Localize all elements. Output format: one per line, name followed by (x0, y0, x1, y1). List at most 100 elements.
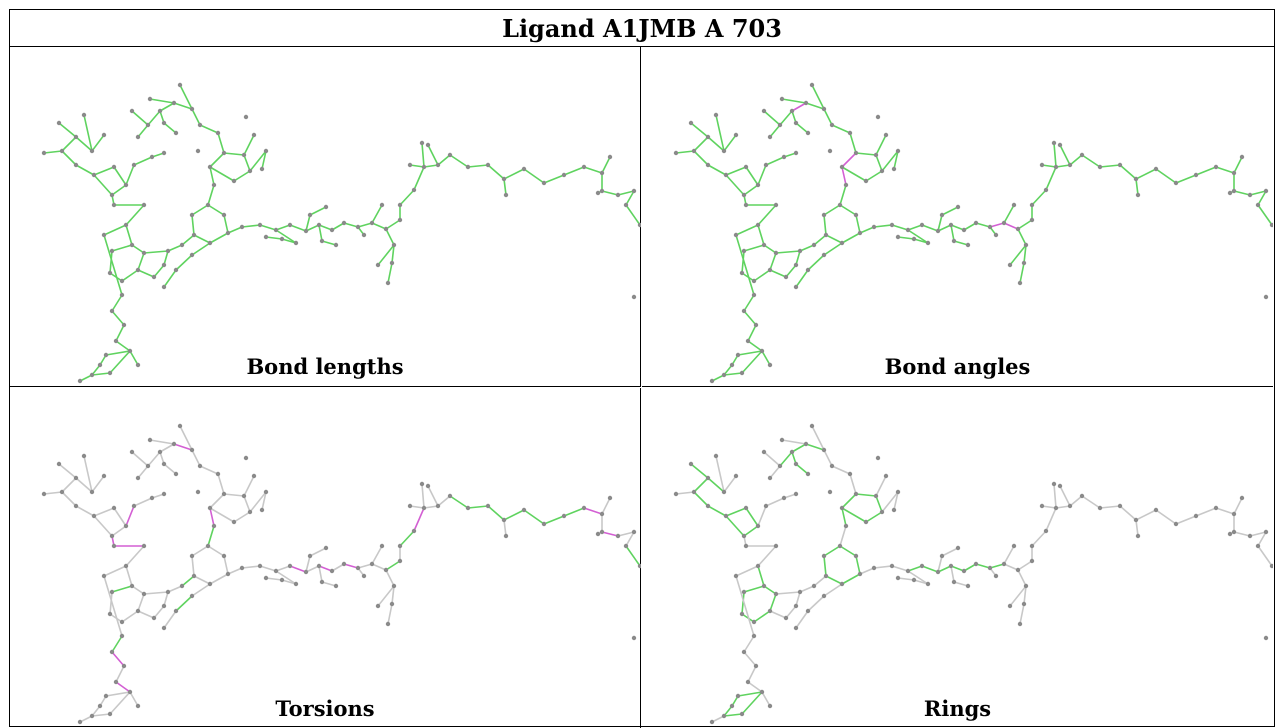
bond (1053, 483, 1057, 509)
bond (735, 234, 755, 296)
atom (713, 112, 719, 118)
atom (673, 150, 679, 156)
bond (1215, 507, 1235, 515)
atom (329, 227, 335, 233)
bond (385, 560, 401, 571)
bond (409, 505, 425, 509)
atom (541, 521, 547, 527)
bond (601, 531, 619, 537)
bond (849, 473, 857, 495)
atom (773, 250, 779, 256)
atom (73, 475, 79, 481)
bond (413, 166, 425, 191)
atom (1015, 567, 1021, 573)
bond (209, 166, 235, 182)
atom (207, 505, 213, 511)
bond (841, 166, 847, 186)
bond (989, 222, 1005, 228)
bond (93, 507, 115, 517)
bond (937, 565, 952, 573)
bond (1045, 507, 1057, 532)
atom (91, 513, 97, 519)
bond (737, 691, 763, 697)
atom (873, 152, 879, 158)
bond (743, 294, 755, 312)
atom (293, 240, 299, 246)
atom (1029, 202, 1035, 208)
atom (805, 471, 811, 477)
bond (617, 190, 635, 196)
bond (487, 164, 505, 180)
atom (503, 192, 509, 198)
bond (601, 190, 619, 196)
atom (1263, 188, 1269, 194)
bond (75, 477, 93, 493)
bond (207, 525, 215, 547)
atom (721, 713, 727, 719)
bond (209, 232, 229, 244)
atom (615, 533, 621, 539)
atom (435, 162, 441, 168)
atom (197, 122, 203, 128)
bond (625, 545, 641, 567)
atom (847, 130, 853, 136)
bond (765, 497, 785, 507)
atom (821, 106, 827, 112)
bond (881, 491, 899, 513)
atom (673, 491, 679, 497)
bond (207, 545, 225, 557)
atom (501, 517, 507, 523)
bond (690, 463, 709, 479)
atom (113, 679, 119, 685)
bond (855, 493, 877, 497)
atom (821, 593, 827, 599)
bond (137, 465, 149, 479)
bond (265, 577, 283, 581)
atom (793, 120, 799, 126)
bond (111, 651, 125, 667)
bond (1017, 219, 1033, 230)
atom (177, 423, 183, 429)
bond (227, 567, 243, 575)
atom (435, 503, 441, 509)
bond (385, 228, 395, 246)
atom (521, 166, 527, 172)
bond (743, 651, 757, 667)
atom (773, 202, 779, 208)
bond (825, 575, 843, 585)
atom (541, 180, 547, 186)
bond (823, 108, 833, 126)
atom (615, 192, 621, 198)
atom (1213, 164, 1219, 170)
atom (89, 148, 95, 154)
atom (123, 182, 129, 188)
atom (581, 505, 587, 511)
bond (103, 234, 123, 296)
atom (853, 491, 859, 497)
atom (1039, 162, 1045, 168)
atom (803, 100, 809, 106)
bond (855, 214, 861, 234)
bond (399, 530, 415, 547)
bond (741, 691, 763, 715)
bond (805, 443, 825, 451)
bond (769, 269, 787, 278)
atom (447, 493, 453, 499)
bond (1017, 569, 1027, 587)
atom (97, 362, 103, 368)
atom (195, 148, 201, 154)
atom (809, 82, 815, 88)
bond (243, 154, 251, 172)
bond (707, 505, 727, 517)
atom (951, 579, 957, 585)
atom (157, 449, 163, 455)
atom (485, 503, 491, 509)
bond (111, 635, 123, 653)
atom (829, 463, 835, 469)
bond (143, 250, 169, 254)
bond (1003, 545, 1015, 565)
bond (377, 585, 395, 607)
atom (973, 561, 979, 567)
atom (723, 172, 729, 178)
atom (729, 362, 735, 368)
